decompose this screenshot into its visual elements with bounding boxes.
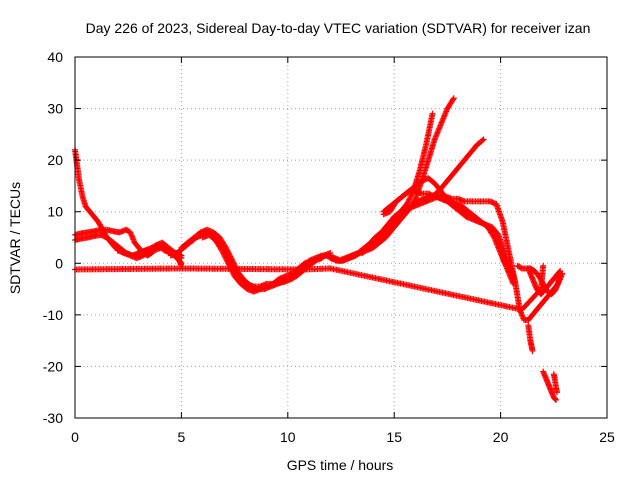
plot-frame [74,56,608,419]
series-isolated [72,262,547,313]
data-point [552,396,559,403]
y-tick-label: 20 [47,152,63,168]
data-point [479,137,486,144]
y-tick-label: -30 [43,410,63,426]
series-arc-18 [525,322,536,354]
data-point [429,110,436,117]
x-tick-label: 15 [386,429,402,445]
data-point [177,254,184,261]
x-axis-label: GPS time / hours [287,457,394,473]
data-point [552,396,559,403]
y-tick-label: 0 [55,255,63,271]
data-point [556,268,563,275]
data-point [178,255,185,262]
y-tick-label: -10 [43,307,63,323]
y-tick-label: 30 [47,101,63,117]
data-point [540,262,547,269]
data-points [72,95,566,403]
x-tick-label: 25 [599,429,615,445]
series-arc-15 [508,265,566,324]
chart-title: Day 226 of 2023, Sidereal Day-to-day VTE… [86,20,591,36]
y-tick-label: -20 [43,358,63,374]
x-tick-label: 0 [71,429,79,445]
data-point [449,96,456,103]
data-point [529,347,536,354]
y-tick-label: 40 [47,49,63,65]
x-tick-label: 10 [280,429,296,445]
data-point [450,95,457,102]
data-point [553,389,560,396]
grid-lines [75,57,607,418]
data-point [536,287,543,294]
y-axis-label: SDTVAR / TECUs [7,182,23,294]
series-arc-4 [114,239,185,262]
series-arc-14 [423,193,519,287]
data-point [557,268,564,275]
data-point [411,197,418,204]
axis-ticks: 0 5 10 15 20 25 -30 -20 -10 0 10 20 30 40 [43,49,615,445]
series-arc-17 [525,265,564,298]
series-arc-20 [550,371,560,396]
y-tick-label: 10 [47,204,63,220]
data-point [480,136,487,143]
x-tick-label: 20 [493,429,509,445]
series-arc-19 [540,368,559,403]
data-point [405,188,412,195]
x-tick-label: 5 [178,429,186,445]
data-point [178,260,185,267]
